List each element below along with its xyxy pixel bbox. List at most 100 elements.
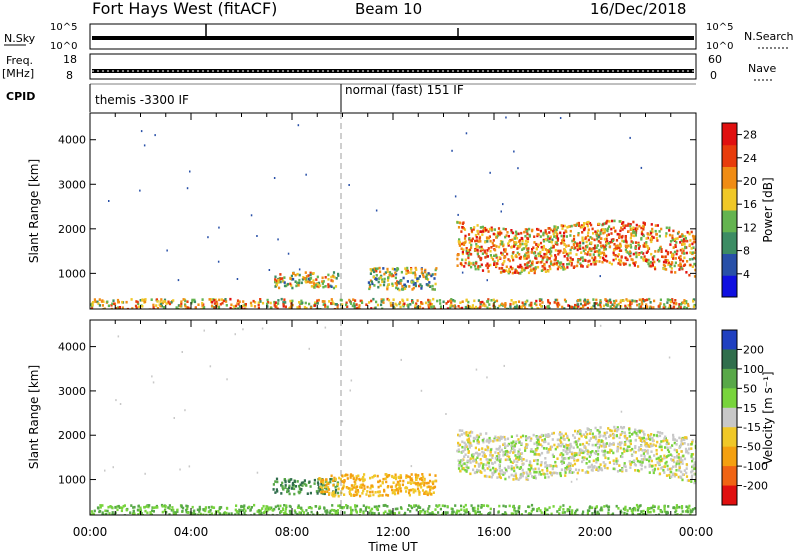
echo-cell — [484, 228, 487, 232]
colorbar-swatch — [722, 466, 737, 487]
echo-cell — [493, 228, 496, 231]
echo-cell — [649, 442, 652, 446]
echo-cell — [533, 452, 536, 456]
echo-cell — [334, 511, 337, 515]
echo-cell — [283, 276, 286, 279]
echo-cell — [603, 230, 606, 234]
y-tick-label: 1000 — [58, 474, 86, 487]
echo-cell — [619, 229, 622, 233]
echo-cell — [284, 305, 287, 309]
echo-cell — [430, 486, 433, 490]
echo-cell — [331, 513, 334, 515]
echo-cell — [170, 509, 173, 512]
echo-cell — [667, 442, 670, 445]
echo-cell — [542, 472, 545, 476]
echo-cell — [683, 252, 686, 255]
echo-cell — [524, 449, 527, 452]
echo-cell — [651, 261, 654, 265]
echo-cell — [553, 301, 556, 304]
echo-cell — [640, 251, 643, 254]
echo-cell — [330, 477, 333, 481]
echo-cell — [566, 444, 569, 447]
echo-cell — [573, 454, 576, 457]
echo-cell — [368, 506, 371, 509]
echo-cell — [675, 252, 678, 256]
echo-cell — [567, 467, 570, 471]
echo-cell — [306, 512, 309, 515]
echo-cell — [417, 489, 420, 493]
echo-cell — [529, 472, 532, 475]
echo-cell — [598, 248, 601, 252]
echo-cell — [506, 437, 510, 441]
echo-cell — [459, 307, 462, 309]
echo-cell — [666, 251, 669, 254]
echo-cell — [398, 483, 401, 487]
echo-cell — [476, 456, 479, 459]
echo-cell — [377, 485, 380, 489]
echo-cell — [614, 246, 617, 249]
echo-cell — [493, 263, 496, 266]
echo-cell — [368, 283, 371, 287]
echo-cell — [648, 471, 651, 474]
echo-cell — [567, 244, 570, 247]
echo-cell — [452, 510, 455, 514]
echo-cell — [535, 448, 538, 452]
echo-cell — [327, 278, 330, 281]
echo-cell — [658, 445, 661, 449]
echo-cell — [393, 512, 396, 515]
echo-cell — [481, 447, 484, 450]
echo-cell — [599, 303, 602, 307]
echo-cell — [641, 449, 644, 452]
echo-cell — [693, 481, 696, 485]
echo-cell — [540, 245, 543, 249]
echo-cell — [394, 476, 398, 479]
echo-cell — [341, 486, 344, 490]
echo-cell — [511, 266, 514, 270]
echo-cell — [683, 305, 686, 309]
echo-cell — [380, 303, 383, 307]
echo-cell — [482, 504, 485, 507]
echo-cell — [496, 306, 500, 309]
echo-cell — [525, 437, 528, 440]
echo-cell — [535, 303, 538, 307]
echo-cell — [674, 245, 677, 248]
echo-cell — [467, 439, 470, 443]
echo-cell — [669, 240, 673, 243]
echo-cell — [139, 299, 142, 302]
echo-cell — [515, 236, 519, 240]
echo-cell — [540, 511, 543, 514]
echo-cell — [646, 508, 649, 511]
echo-cell — [531, 260, 534, 264]
echo-cell — [421, 489, 425, 492]
echo-cell — [533, 459, 536, 462]
echo-cell — [406, 280, 409, 283]
echo-cell — [625, 438, 628, 442]
echo-cell — [371, 268, 374, 272]
echo-cell — [686, 302, 690, 306]
echo-cell — [629, 224, 632, 228]
echo-cell — [289, 277, 292, 280]
echo-cell — [624, 248, 627, 252]
echo-cell — [137, 302, 140, 305]
echo-cell — [690, 442, 693, 446]
echo-cell — [556, 237, 560, 240]
echo-cell — [125, 508, 128, 512]
echo-cell — [473, 506, 476, 510]
echo-cell — [541, 265, 544, 268]
echo-cell — [409, 303, 412, 306]
echo-cell — [668, 304, 671, 307]
echo-cell — [112, 466, 114, 469]
echo-cell — [290, 302, 293, 305]
echo-cell — [414, 489, 417, 493]
echo-cell — [519, 466, 523, 469]
echo-cell — [308, 281, 312, 284]
echo-cell — [637, 247, 641, 250]
echo-cell — [512, 505, 515, 509]
echo-cell — [310, 506, 313, 510]
echo-cell — [567, 252, 570, 255]
echo-cell — [681, 462, 684, 465]
echo-cell — [663, 454, 666, 458]
echo-cell — [482, 440, 485, 444]
echo-cell — [538, 298, 541, 301]
echo-cell — [677, 230, 680, 234]
